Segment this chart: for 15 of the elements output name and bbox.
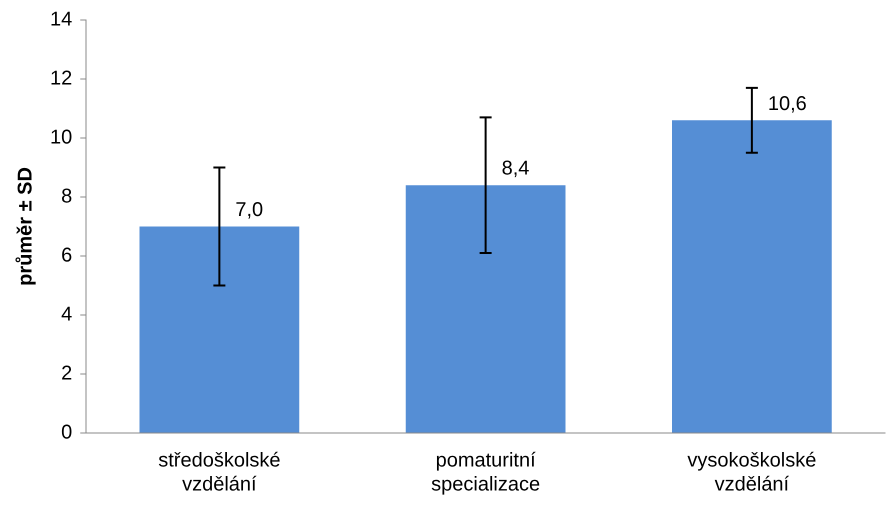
x-tick-label: středoškolské vzdělání	[158, 450, 281, 496]
y-tick-label: 4	[61, 304, 72, 326]
y-tick-label: 14	[50, 8, 72, 31]
data-label: 7,0	[235, 199, 264, 222]
y-axis-title: průměr ± SD	[14, 167, 37, 286]
x-tick-label: vysokoškolské vzdělání	[687, 450, 816, 496]
y-tick-label: 6	[61, 244, 72, 267]
y-tick-label: 12	[50, 68, 72, 90]
y-tick-label: 8	[61, 186, 72, 208]
data-label: 10,6	[768, 92, 807, 115]
y-tick-label: 2	[61, 362, 72, 385]
y-tick-label: 0	[61, 422, 72, 444]
x-tick-label: pomaturitní specializace	[431, 450, 540, 496]
data-label: 8,4	[502, 158, 530, 180]
y-tick-label: 10	[50, 126, 72, 149]
